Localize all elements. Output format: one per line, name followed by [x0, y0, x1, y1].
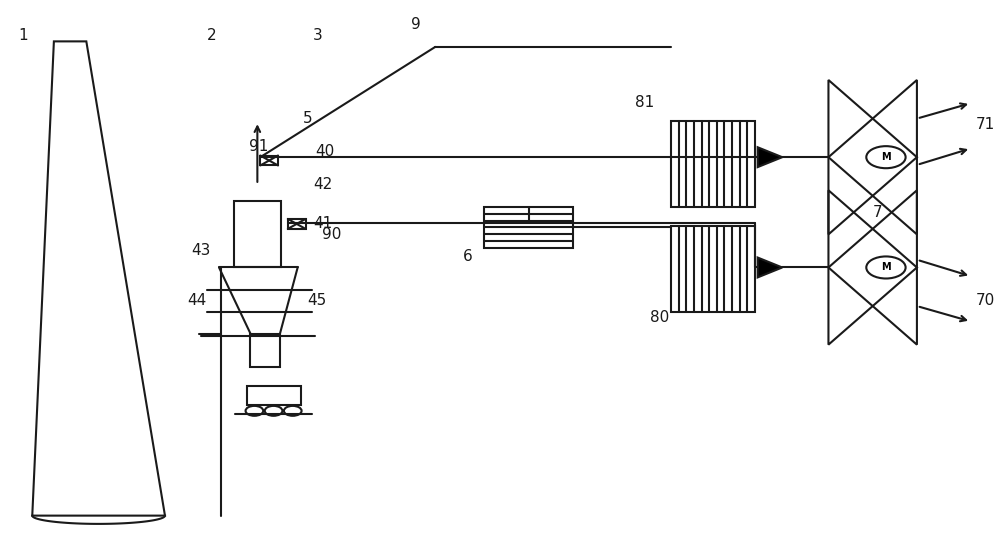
Text: 43: 43 [192, 243, 211, 258]
Text: 81: 81 [635, 95, 654, 110]
Text: 41: 41 [313, 216, 333, 231]
Bar [260, 155, 278, 165]
Text: 6: 6 [463, 249, 473, 264]
Bar [234, 201, 281, 267]
Text: 2: 2 [207, 28, 217, 43]
Text: 91: 91 [249, 139, 268, 154]
Bar [671, 121, 755, 207]
Text: 40: 40 [315, 144, 335, 159]
Text: 80: 80 [650, 310, 669, 325]
Text: 42: 42 [313, 177, 333, 192]
Bar [671, 226, 755, 311]
Text: 90: 90 [322, 227, 342, 242]
Bar [247, 386, 301, 405]
Bar [250, 334, 280, 367]
Text: M: M [881, 262, 891, 272]
Text: 44: 44 [188, 293, 207, 308]
Text: 45: 45 [307, 293, 327, 308]
Text: 71: 71 [976, 116, 995, 131]
Text: 3: 3 [312, 28, 322, 43]
Text: M: M [881, 152, 891, 162]
Circle shape [866, 146, 906, 168]
Bar [484, 207, 573, 248]
Polygon shape [758, 257, 782, 277]
Text: 7: 7 [873, 205, 882, 220]
Text: 9: 9 [411, 17, 420, 32]
Text: 1: 1 [19, 28, 28, 43]
Circle shape [866, 256, 906, 278]
Bar [288, 219, 306, 229]
Text: 5: 5 [303, 111, 312, 126]
Polygon shape [758, 147, 782, 167]
Text: 70: 70 [976, 293, 995, 308]
